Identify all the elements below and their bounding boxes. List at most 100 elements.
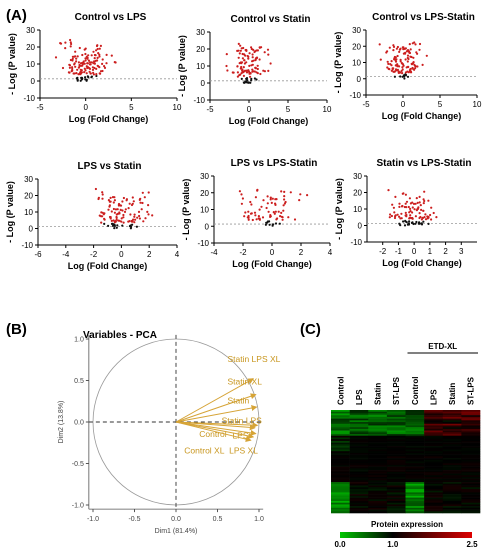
significant-point (410, 55, 413, 59)
heatmap-cell (331, 464, 350, 467)
significant-point (69, 45, 72, 48)
heatmap-cell (461, 454, 481, 457)
heatmap-cell (424, 485, 444, 488)
heatmap-cell (331, 430, 350, 433)
significant-point (251, 63, 254, 66)
nonsignificant-point (107, 224, 110, 227)
significant-point (411, 211, 414, 214)
significant-point (71, 67, 74, 71)
heatmap-cell (405, 480, 425, 483)
heatmap-cell (442, 471, 462, 474)
x-axis-label: Log (Fold Change) (232, 259, 311, 269)
significant-point (237, 49, 240, 52)
heatmap-cell (405, 488, 425, 491)
heatmap-cell (386, 471, 406, 474)
significant-point (409, 214, 412, 217)
heatmap-cell (405, 470, 425, 473)
heatmap-cell (331, 509, 350, 512)
heatmap-cell (461, 487, 481, 490)
significant-point (279, 215, 282, 218)
heatmap-cell (442, 502, 462, 505)
heatmap-cell (424, 480, 444, 483)
heatmap-cell (386, 497, 406, 500)
significant-point (389, 213, 392, 216)
heatmap-cell (349, 483, 369, 486)
significant-point (418, 42, 422, 46)
heatmap-cell (368, 430, 388, 433)
heatmap-cell (368, 458, 388, 461)
significant-point (413, 208, 416, 211)
heatmap-cell (386, 434, 406, 437)
heatmap-cell (331, 456, 350, 459)
significant-point (258, 58, 261, 61)
y-tick-label: 30 (353, 172, 362, 181)
significant-point (400, 212, 403, 215)
heatmap-cell (461, 440, 481, 443)
y-tick-label: 10 (24, 208, 33, 217)
significant-point (416, 65, 419, 68)
significant-point (109, 196, 112, 199)
heatmap-cell (461, 435, 481, 438)
heatmap-cell (368, 440, 388, 443)
significant-point (249, 200, 252, 204)
heatmap-cell (405, 506, 425, 509)
heatmap-cell (405, 494, 425, 497)
significant-point (418, 212, 421, 215)
significant-point (67, 71, 70, 74)
y-tick-label: 30 (24, 175, 33, 184)
significant-point (115, 216, 118, 219)
heatmap-cell (368, 413, 388, 416)
heatmap-cell (424, 413, 444, 416)
significant-point (275, 198, 278, 201)
heatmap-cell (405, 490, 425, 493)
heatmap-cell (442, 487, 462, 490)
significant-point (151, 214, 154, 217)
heatmap-cell (405, 415, 425, 418)
significant-point (109, 200, 112, 203)
heatmap-cell (461, 427, 481, 430)
heatmap-cell (442, 434, 462, 437)
significant-point (392, 70, 395, 73)
heatmap-cell (386, 473, 406, 476)
significant-point (414, 67, 417, 70)
nonsignificant-point (268, 223, 271, 226)
heatmap-cell (386, 507, 406, 510)
significant-point (122, 213, 125, 217)
heatmap-cell (331, 413, 350, 416)
significant-point (435, 216, 438, 219)
significant-point (71, 66, 74, 69)
significant-point (407, 205, 410, 209)
heatmap-cell (424, 502, 444, 505)
significant-point (251, 56, 254, 59)
heatmap-cell (424, 427, 444, 430)
y-tick-label: 10 (26, 60, 35, 69)
heatmap-cell (386, 440, 406, 443)
significant-point (83, 48, 86, 51)
significant-point (121, 209, 124, 212)
significant-point (112, 201, 115, 204)
significant-point (267, 210, 270, 213)
heatmap-cell (424, 425, 444, 428)
significant-point (390, 214, 393, 218)
x-tick-label: 0 (401, 100, 406, 109)
significant-point (408, 43, 411, 46)
heatmap-cell (461, 451, 481, 454)
significant-point (147, 204, 150, 207)
significant-point (247, 216, 250, 219)
heatmap-cell (331, 440, 350, 443)
heatmap-cell (331, 411, 350, 414)
significant-point (243, 53, 246, 56)
heatmap-cell (442, 483, 462, 486)
heatmap-cell (386, 420, 406, 423)
heatmap-cell (331, 415, 350, 418)
significant-point (287, 216, 290, 219)
heatmap-cell (349, 488, 369, 491)
significant-point (412, 202, 416, 205)
significant-point (282, 209, 285, 212)
heatmap-cell (349, 440, 369, 443)
heatmap-cell (424, 468, 444, 471)
heatmap-cell (368, 461, 388, 464)
heatmap-cell (405, 507, 425, 510)
heatmap-cell (442, 440, 462, 443)
significant-point (392, 44, 395, 47)
